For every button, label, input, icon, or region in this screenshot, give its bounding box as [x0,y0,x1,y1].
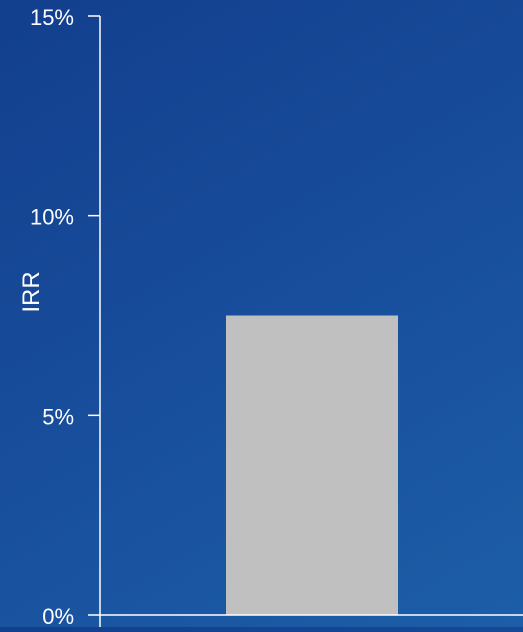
y-tick-label: 15% [30,5,74,30]
y-axis-label: IRR [18,271,45,312]
bar [226,315,398,615]
y-tick-label: 10% [30,205,74,230]
y-tick-label: 0% [42,604,74,627]
y-tick-label: 5% [42,404,74,429]
bars [226,315,398,615]
y-axis: 0% 5% 10% 15% [30,5,101,629]
